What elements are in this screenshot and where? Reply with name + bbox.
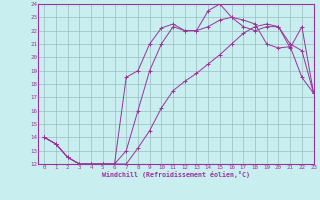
X-axis label: Windchill (Refroidissement éolien,°C): Windchill (Refroidissement éolien,°C): [102, 171, 250, 178]
